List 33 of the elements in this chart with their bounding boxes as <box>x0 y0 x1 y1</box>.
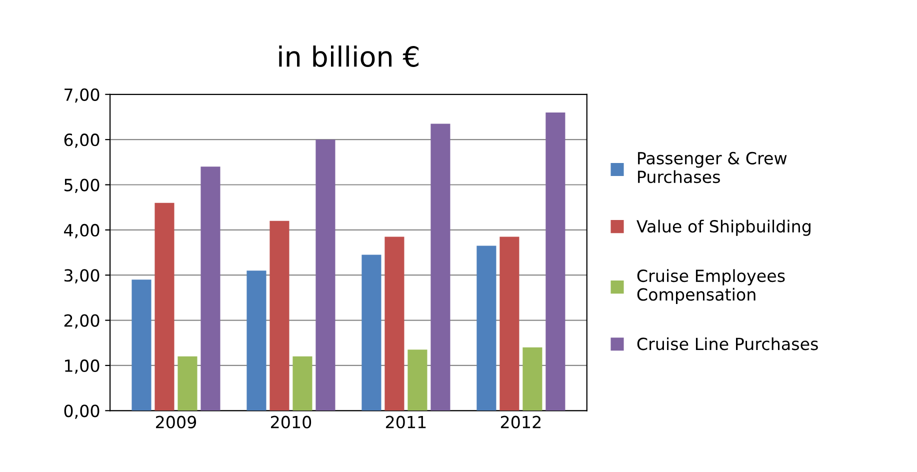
y-tick-label: 6,00 <box>64 134 100 148</box>
bar <box>200 166 220 411</box>
bar <box>132 280 152 411</box>
bar <box>430 124 450 411</box>
x-tick-label: 2009 <box>156 416 196 428</box>
bar <box>362 254 382 411</box>
legend-label: Cruise Employees Compensation <box>637 269 785 304</box>
bar <box>522 347 542 411</box>
bar <box>316 140 336 411</box>
bar <box>270 220 290 411</box>
bar <box>384 236 404 411</box>
y-tick-label: 5,00 <box>64 178 100 194</box>
y-tick-label: 4,00 <box>64 224 100 238</box>
bar <box>500 236 520 411</box>
legend-label: Cruise Line Purchases <box>637 337 818 350</box>
y-tick-label: 2,00 <box>64 314 100 329</box>
x-tick-label: 2012 <box>500 416 540 428</box>
bar <box>546 112 566 411</box>
bar <box>178 356 198 411</box>
bar <box>476 246 496 411</box>
bar <box>292 356 312 411</box>
bar <box>154 202 174 411</box>
legend-label: Passenger & Crew Purchases <box>638 152 787 184</box>
bar <box>246 270 266 411</box>
legend-label: Value of Shipbuilding <box>636 220 810 236</box>
y-tick-label: 3,00 <box>64 269 100 284</box>
y-tick-label: 7,00 <box>64 88 100 103</box>
chart-title: in billion € <box>279 46 418 68</box>
x-tick-label: 2010 <box>270 416 312 428</box>
bar <box>408 350 428 411</box>
x-tick-label: 2011 <box>386 416 426 428</box>
y-tick-label: 0,00 <box>64 404 100 419</box>
y-tick-label: 1,00 <box>65 359 100 374</box>
